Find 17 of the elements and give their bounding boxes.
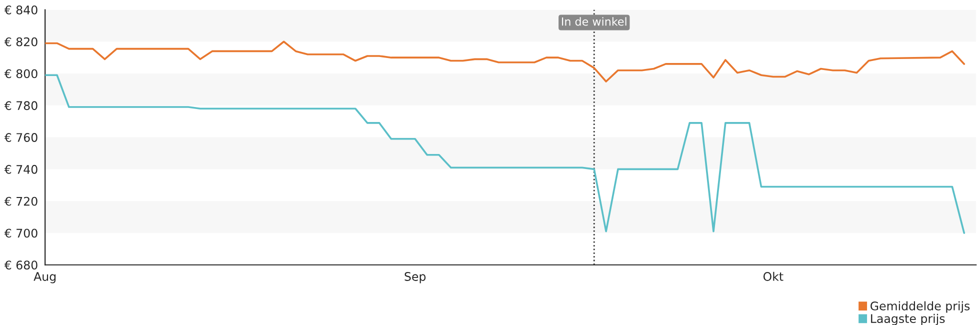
y-tick-label: € 800 [4,69,38,78]
legend-label: Gemiddelde prijs [870,301,970,313]
line-series [45,74,966,234]
y-tick-label: € 740 [4,164,38,174]
y-tick-label: € 700 [4,228,38,238]
y-tick-label: € 780 [4,101,38,110]
x-tick-label: Aug [34,272,56,284]
y-tick-label: € 680 [4,260,38,270]
y-tick-label: € 840 [4,5,38,14]
x-tick-label: Okt [763,272,784,281]
legend-label: Laagste prijs [871,314,945,325]
line-series [45,40,966,82]
x-tick-label: Sep [404,272,426,284]
ref-line-label: In de winkel [562,17,626,26]
y-tick-label: € 820 [4,37,38,46]
y-tick-label: € 760 [4,133,38,142]
y-tick-label: € 720 [4,196,38,206]
